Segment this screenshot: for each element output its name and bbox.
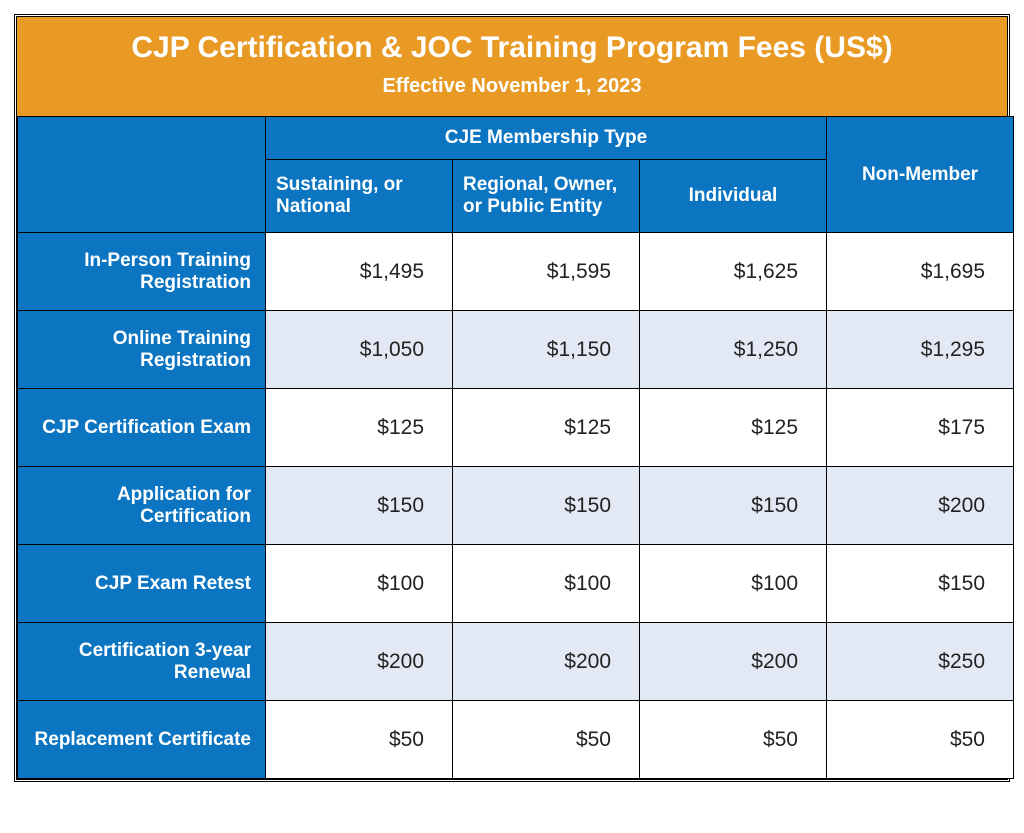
fee-cell: $50	[640, 701, 827, 779]
table-row: CJP Certification Exam $125 $125 $125 $1…	[18, 389, 1014, 467]
column-group-header: CJE Membership Type	[266, 117, 827, 160]
fee-table-body: In-Person Training Registration $1,495 $…	[18, 233, 1014, 779]
column-header-nonmember: Non-Member	[827, 117, 1014, 233]
row-label: Certification 3-year Renewal	[18, 623, 266, 701]
fee-cell: $50	[827, 701, 1014, 779]
page-title: CJP Certification & JOC Training Program…	[27, 31, 997, 65]
table-row: Replacement Certificate $50 $50 $50 $50	[18, 701, 1014, 779]
row-label: Replacement Certificate	[18, 701, 266, 779]
fee-cell: $1,150	[453, 311, 640, 389]
row-label: Application for Certification	[18, 467, 266, 545]
fee-cell: $200	[453, 623, 640, 701]
fee-cell: $250	[827, 623, 1014, 701]
table-row: Online Training Registration $1,050 $1,1…	[18, 311, 1014, 389]
fee-cell: $150	[640, 467, 827, 545]
fee-cell: $150	[453, 467, 640, 545]
fee-cell: $100	[453, 545, 640, 623]
fee-cell: $200	[266, 623, 453, 701]
fee-table-container: CJP Certification & JOC Training Program…	[14, 14, 1010, 782]
fee-cell: $1,495	[266, 233, 453, 311]
row-label: CJP Exam Retest	[18, 545, 266, 623]
table-row: CJP Exam Retest $100 $100 $100 $150	[18, 545, 1014, 623]
fee-cell: $50	[453, 701, 640, 779]
fee-cell: $1,050	[266, 311, 453, 389]
fee-cell: $50	[266, 701, 453, 779]
fee-cell: $200	[640, 623, 827, 701]
fee-cell: $100	[640, 545, 827, 623]
table-row: Application for Certification $150 $150 …	[18, 467, 1014, 545]
table-row: In-Person Training Registration $1,495 $…	[18, 233, 1014, 311]
fee-cell: $125	[640, 389, 827, 467]
fee-table: CJE Membership Type Non-Member Sustainin…	[17, 116, 1014, 779]
fee-cell: $175	[827, 389, 1014, 467]
fee-cell: $200	[827, 467, 1014, 545]
column-header-individual: Individual	[640, 160, 827, 233]
column-header-regional: Regional, Owner, or Public Entity	[453, 160, 640, 233]
fee-cell: $1,295	[827, 311, 1014, 389]
row-label: CJP Certification Exam	[18, 389, 266, 467]
fee-cell: $1,625	[640, 233, 827, 311]
row-label: Online Training Registration	[18, 311, 266, 389]
column-header-sustaining: Sustaining, or National	[266, 160, 453, 233]
fee-cell: $1,250	[640, 311, 827, 389]
page-subtitle: Effective November 1, 2023	[27, 75, 997, 98]
fee-cell: $125	[453, 389, 640, 467]
fee-cell: $125	[266, 389, 453, 467]
fee-cell: $100	[266, 545, 453, 623]
fee-cell: $1,695	[827, 233, 1014, 311]
fee-cell: $1,595	[453, 233, 640, 311]
fee-cell: $150	[266, 467, 453, 545]
title-block: CJP Certification & JOC Training Program…	[17, 17, 1007, 116]
table-row: Certification 3-year Renewal $200 $200 $…	[18, 623, 1014, 701]
fee-cell: $150	[827, 545, 1014, 623]
corner-cell	[18, 117, 266, 233]
row-label: In-Person Training Registration	[18, 233, 266, 311]
